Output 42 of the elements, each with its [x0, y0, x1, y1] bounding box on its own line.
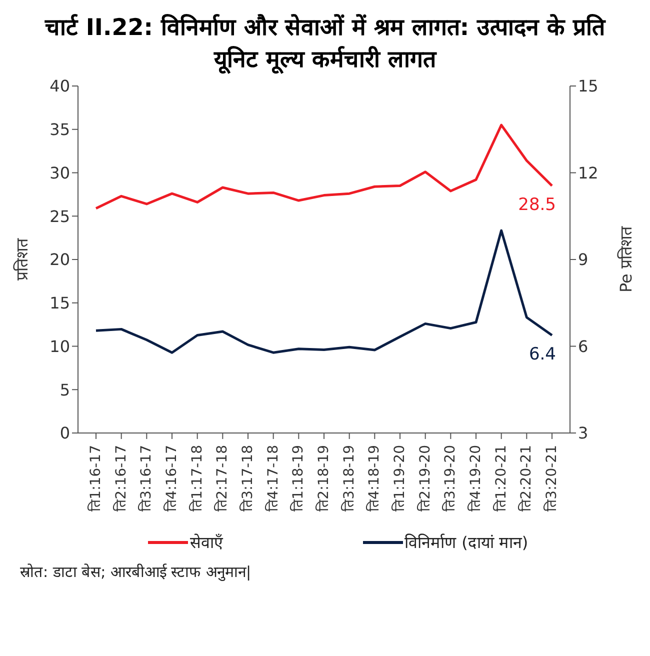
x-tick-label: ति2:17-18 — [214, 445, 231, 512]
y2-tick-label: 9 — [578, 250, 588, 270]
x-tick-label: ति1:16-17 — [87, 445, 104, 512]
data-label: 6.4 — [528, 344, 556, 364]
x-tick-label: ति4:19-20 — [467, 445, 484, 512]
y2-axis-title: Pe प्रतिशत — [616, 226, 636, 293]
x-tick-label: ति3:20-21 — [543, 445, 560, 512]
y-axis-title: प्रतिशत — [12, 238, 32, 280]
data-label: 28.5 — [518, 194, 556, 215]
x-tick-label: ति1:20-21 — [492, 445, 510, 512]
x-tick-label: ति2:18-19 — [315, 445, 332, 512]
y2-tick-label: 6 — [578, 336, 588, 356]
x-tick-label: ति4:17-18 — [264, 445, 282, 512]
y2-tick-label: 12 — [578, 163, 598, 182]
y2-tick-label: 3 — [578, 424, 588, 443]
y-tick-label: 0 — [60, 424, 70, 443]
x-tick-label: ति1:18-19 — [290, 445, 307, 512]
y-tick-label: 35 — [50, 120, 70, 140]
x-tick-label: ति1:19-20 — [391, 445, 408, 512]
text: स्रोत: डाटा बेस; आरबीआई स्टाफ अनुमान| — [20, 562, 252, 581]
x-tick-label: ति3:16-17 — [138, 445, 155, 512]
x-tick-label: ति3:17-18 — [239, 445, 256, 512]
x-tick-label: ति2:20-21 — [518, 445, 535, 512]
y-tick-label: 40 — [50, 76, 70, 96]
x-tick-label: ति3:19-20 — [442, 445, 459, 512]
x-tick-label: ति2:19-20 — [416, 445, 434, 512]
x-tick-label: ति2:16-17 — [112, 445, 130, 512]
y-tick-label: 30 — [50, 163, 70, 182]
chart-title: चार्ट II.22: विनिर्माण और सेवाओं में श्रम लागत: उत्पादन के प्रति यूनिट मूल्य कर्मचारी लागत — [44, 13, 607, 76]
y2-tick-label: 15 — [578, 76, 598, 96]
y-tick-label: 5 — [60, 380, 70, 400]
legend-label: सेवाएँ — [190, 532, 223, 553]
x-tick-label: ति4:18-19 — [366, 445, 383, 512]
x-tick-label: ति4:16-17 — [163, 445, 180, 512]
y-tick-label: 25 — [50, 206, 70, 226]
x-tick-label: ति1:17-18 — [188, 445, 206, 512]
legend-label: विनिर्माण (दायां मान) — [404, 532, 528, 553]
y-tick-label: 15 — [50, 294, 70, 313]
line-series — [94, 124, 554, 210]
y-tick-label: 20 — [50, 250, 70, 270]
y-tick-label: 10 — [50, 336, 70, 356]
x-tick-label: ति3:18-19 — [340, 445, 358, 512]
